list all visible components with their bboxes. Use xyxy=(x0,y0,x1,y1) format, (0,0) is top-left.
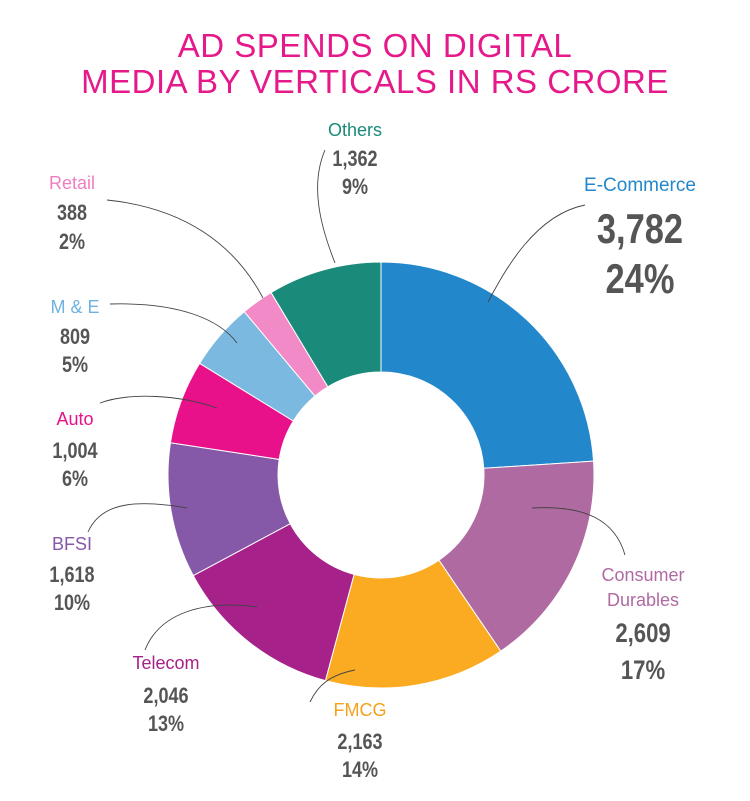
label-value-fmcg: 2,163 xyxy=(337,730,382,754)
leader-line-others xyxy=(317,149,336,264)
label-name-telecom: Telecom xyxy=(132,653,199,673)
label-name-m-and-e: M & E xyxy=(50,297,99,317)
slice-telecom xyxy=(192,522,355,682)
label-value-bfsi: 1,618 xyxy=(49,563,94,587)
leader-line-e-commerce xyxy=(487,204,586,303)
leader-line-auto xyxy=(99,395,218,409)
chart-title-line-1: AD SPENDS ON DIGITAL xyxy=(177,27,573,64)
leader-line-consumer-durables xyxy=(531,507,626,556)
label-value-telecom: 2,046 xyxy=(143,684,188,708)
leader-line-m-and-e xyxy=(109,303,238,344)
leader-line-telecom xyxy=(144,604,258,651)
label-value-retail: 388 xyxy=(57,201,87,225)
chart-title-line-2: MEDIA BY VERTICALS IN RS CRORE xyxy=(81,63,669,100)
slice-fmcg xyxy=(324,559,502,689)
label-group-consumer-durables: Consumer Durables 2,609 17% xyxy=(601,565,684,686)
slice-consumer-durables xyxy=(438,460,595,652)
leader-line-fmcg xyxy=(309,669,356,703)
label-value-others: 1,362 xyxy=(332,147,377,171)
label-pct-m-and-e: 5% xyxy=(62,353,88,377)
label-group-telecom: Telecom 2,046 13% xyxy=(132,653,199,736)
label-pct-others: 9% xyxy=(342,175,368,199)
label-group-bfsi: BFSI 1,618 10% xyxy=(49,534,94,615)
leader-line-retail xyxy=(106,199,264,299)
label-pct-e-commerce: 24% xyxy=(606,256,675,303)
label-pct-fmcg: 14% xyxy=(342,758,378,782)
donut-slices xyxy=(167,261,595,689)
label-name-retail: Retail xyxy=(49,173,95,193)
label-group-m-and-e: M & E 809 5% xyxy=(50,297,99,377)
label-group-fmcg: FMCG 2,163 14% xyxy=(334,700,387,782)
label-name-auto: Auto xyxy=(56,409,93,429)
leader-lines xyxy=(87,149,626,703)
label-group-others: Others 1,362 9% xyxy=(328,120,382,199)
label-pct-telecom: 13% xyxy=(148,712,184,736)
label-pct-retail: 2% xyxy=(59,230,85,254)
slice-e-commerce xyxy=(380,261,595,469)
label-name-e-commerce: E-Commerce xyxy=(584,175,696,196)
leader-line-bfsi xyxy=(87,503,188,533)
label-value-auto: 1,004 xyxy=(52,439,98,463)
label-value-m-and-e: 809 xyxy=(60,325,90,349)
label-pct-auto: 6% xyxy=(62,467,88,491)
label-value-e-commerce: 3,782 xyxy=(597,206,683,253)
label-name-fmcg: FMCG xyxy=(334,700,387,720)
label-value-consumer-durables: 2,609 xyxy=(615,619,670,649)
slice-others xyxy=(270,261,382,388)
label-pct-consumer-durables: 17% xyxy=(621,656,665,686)
label-name-others: Others xyxy=(328,120,382,140)
label-group-retail: Retail 388 2% xyxy=(49,173,95,254)
label-group-auto: Auto 1,004 6% xyxy=(52,409,98,491)
label-name-consumer-durables-2: Durables xyxy=(607,590,679,610)
label-name-consumer-durables-1: Consumer xyxy=(601,565,684,585)
label-pct-bfsi: 10% xyxy=(54,591,90,615)
label-name-bfsi: BFSI xyxy=(52,534,92,554)
